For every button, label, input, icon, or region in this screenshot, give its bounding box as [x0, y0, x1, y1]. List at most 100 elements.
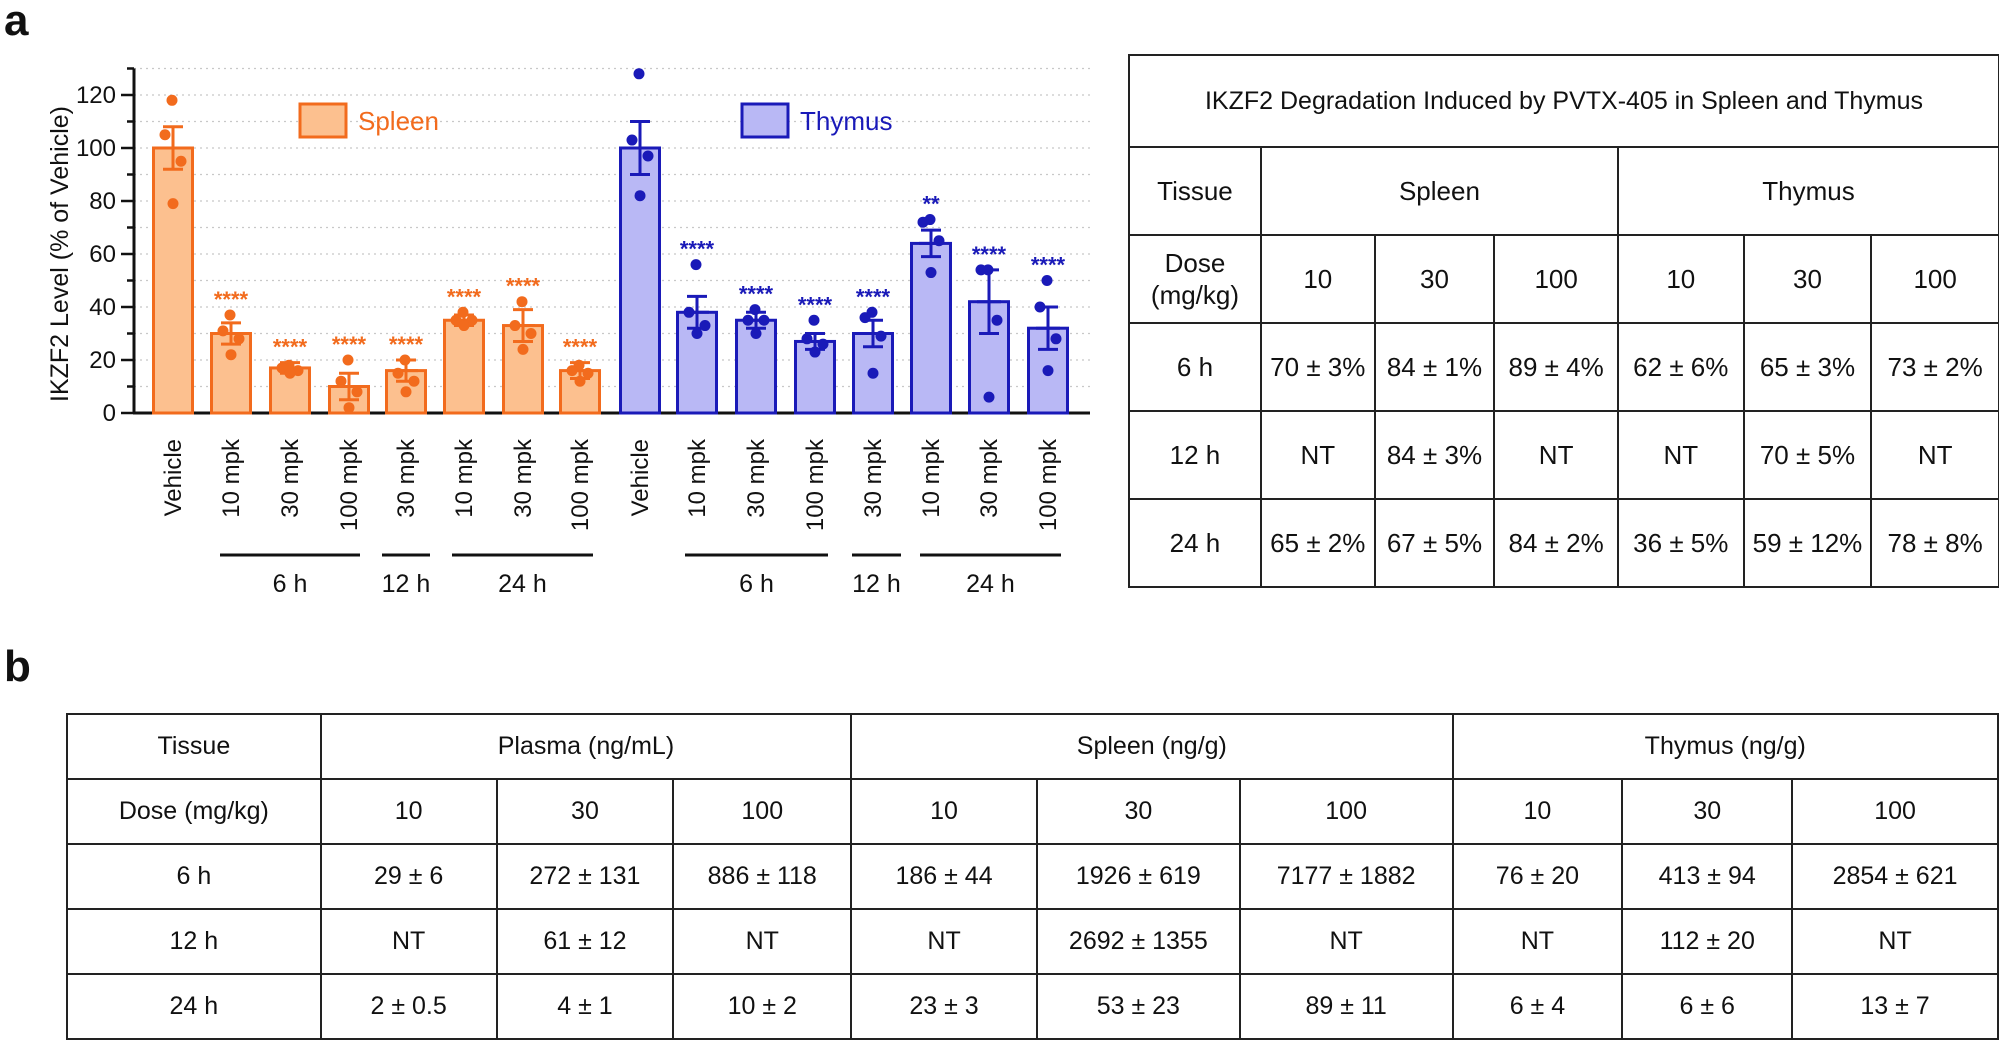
time-cell: 12 h	[66, 908, 322, 975]
data-point	[525, 328, 537, 339]
value-cell: 67 ± 5%	[1373, 498, 1496, 588]
data-point	[991, 314, 1003, 326]
y-tick-label: 0	[103, 400, 116, 427]
data-point	[875, 330, 887, 342]
significance-label: ****	[680, 237, 715, 262]
significance-label: ****	[389, 332, 424, 357]
dose-cell: 30	[1742, 234, 1873, 324]
value-cell: 112 ± 20	[1621, 908, 1794, 975]
value-cell: 70 ± 3%	[1259, 322, 1376, 412]
dose-cell: 30	[1035, 778, 1241, 845]
value-cell: 84 ± 3%	[1373, 410, 1496, 500]
value-cell: 59 ± 12%	[1742, 498, 1873, 588]
dose-cell: 10	[319, 778, 498, 845]
data-point	[408, 375, 420, 387]
value-cell: 29 ± 6	[319, 843, 498, 910]
x-tick-label: Vehicle	[160, 439, 187, 516]
table-row: 24 h 65 ± 2% 67 ± 5% 84 ± 2% 36 ± 5% 59 …	[1128, 498, 1999, 588]
data-point	[633, 68, 645, 80]
data-point	[626, 134, 638, 146]
bar	[152, 146, 194, 415]
x-tick-label: 10 mpk	[218, 438, 245, 518]
legend-label-thymus: Thymus	[800, 106, 892, 136]
x-tick-label: 30 mpk	[393, 438, 420, 518]
value-cell: 65 ± 2%	[1259, 498, 1376, 588]
value-cell: 6 ± 6	[1621, 973, 1794, 1040]
time-cell: 12 h	[1128, 410, 1262, 500]
data-point	[159, 129, 171, 141]
x-tick-label: 100 mpk	[336, 438, 363, 531]
value-cell: 886 ± 118	[672, 843, 853, 910]
value-cell: 13 ± 7	[1791, 973, 1999, 1040]
data-point	[466, 314, 478, 326]
group-label: 6 h	[273, 570, 308, 598]
value-cell: 89 ± 11	[1238, 973, 1454, 1040]
value-cell: 272 ± 131	[495, 843, 675, 910]
dose-header: Dose (mg/kg)	[1128, 234, 1262, 324]
panel-label-b: b	[4, 642, 31, 691]
value-cell: 65 ± 3%	[1742, 322, 1873, 412]
value-cell: 84 ± 2%	[1493, 498, 1619, 588]
value-cell: 2 ± 0.5	[319, 973, 498, 1040]
legend-swatch-spleen	[298, 102, 348, 139]
data-point	[691, 328, 703, 339]
table-title: IKZF2 Degradation Induced by PVTX-405 in…	[1128, 54, 1999, 148]
value-cell: 7177 ± 1882	[1238, 843, 1454, 910]
data-point	[335, 375, 347, 387]
value-cell: NT	[1791, 908, 1999, 975]
group-label: 24 h	[966, 570, 1015, 598]
data-point	[758, 314, 770, 326]
x-tick-label: 30 mpk	[743, 438, 770, 518]
thymus-header: Thymus	[1616, 146, 1999, 236]
data-point	[917, 216, 929, 228]
plasma-header: Plasma (ng/mL)	[319, 713, 853, 780]
data-point	[276, 362, 288, 374]
data-point	[457, 306, 469, 318]
dose-header: Dose (mg/kg)	[66, 778, 322, 845]
value-cell: 413 ± 94	[1621, 843, 1794, 910]
group-label: 12 h	[382, 570, 431, 598]
value-cell: 186 ± 44	[850, 843, 1038, 910]
dose-cell: 10	[850, 778, 1038, 845]
data-point	[233, 333, 245, 345]
data-point	[1041, 275, 1053, 286]
dose-cell: 100	[1791, 778, 1999, 845]
data-point	[284, 367, 296, 379]
data-point	[808, 314, 820, 326]
dose-cell: 30	[1621, 778, 1794, 845]
bar	[210, 332, 252, 415]
x-tick-label: 10 mpk	[684, 438, 711, 518]
data-point	[166, 94, 178, 106]
table-row: 12 h NT 61 ± 12 NT NT 2692 ± 1355 NT NT …	[66, 908, 1999, 975]
data-point	[867, 367, 879, 379]
spleen-header: Spleen (ng/g)	[850, 713, 1454, 780]
data-point	[175, 155, 187, 167]
data-point	[167, 198, 179, 210]
time-cell: 24 h	[1128, 498, 1262, 588]
data-point	[1050, 333, 1062, 345]
value-cell: 1926 ± 619	[1035, 843, 1241, 910]
x-tick-label: 30 mpk	[277, 438, 304, 518]
spleen-header: Spleen	[1259, 146, 1619, 236]
value-cell: 36 ± 5%	[1616, 498, 1745, 588]
data-point	[742, 314, 754, 326]
value-cell: NT	[1451, 908, 1624, 975]
data-point	[224, 309, 236, 321]
data-point	[699, 320, 711, 332]
data-point	[582, 367, 594, 379]
significance-label: ****	[798, 292, 833, 317]
value-cell: 23 ± 3	[850, 973, 1038, 1040]
dose-cell: 10	[1616, 234, 1745, 324]
value-cell: 76 ± 20	[1451, 843, 1624, 910]
significance-label: ****	[214, 287, 249, 312]
tissue-header: Tissue	[1128, 146, 1262, 236]
tissue-header: Tissue	[66, 713, 322, 780]
value-cell: 6 ± 4	[1451, 973, 1624, 1040]
time-cell: 6 h	[66, 843, 322, 910]
data-point	[925, 267, 937, 279]
group-label: 24 h	[498, 570, 547, 598]
significance-label: ****	[447, 284, 482, 309]
data-point	[975, 264, 987, 276]
bar	[443, 318, 485, 415]
